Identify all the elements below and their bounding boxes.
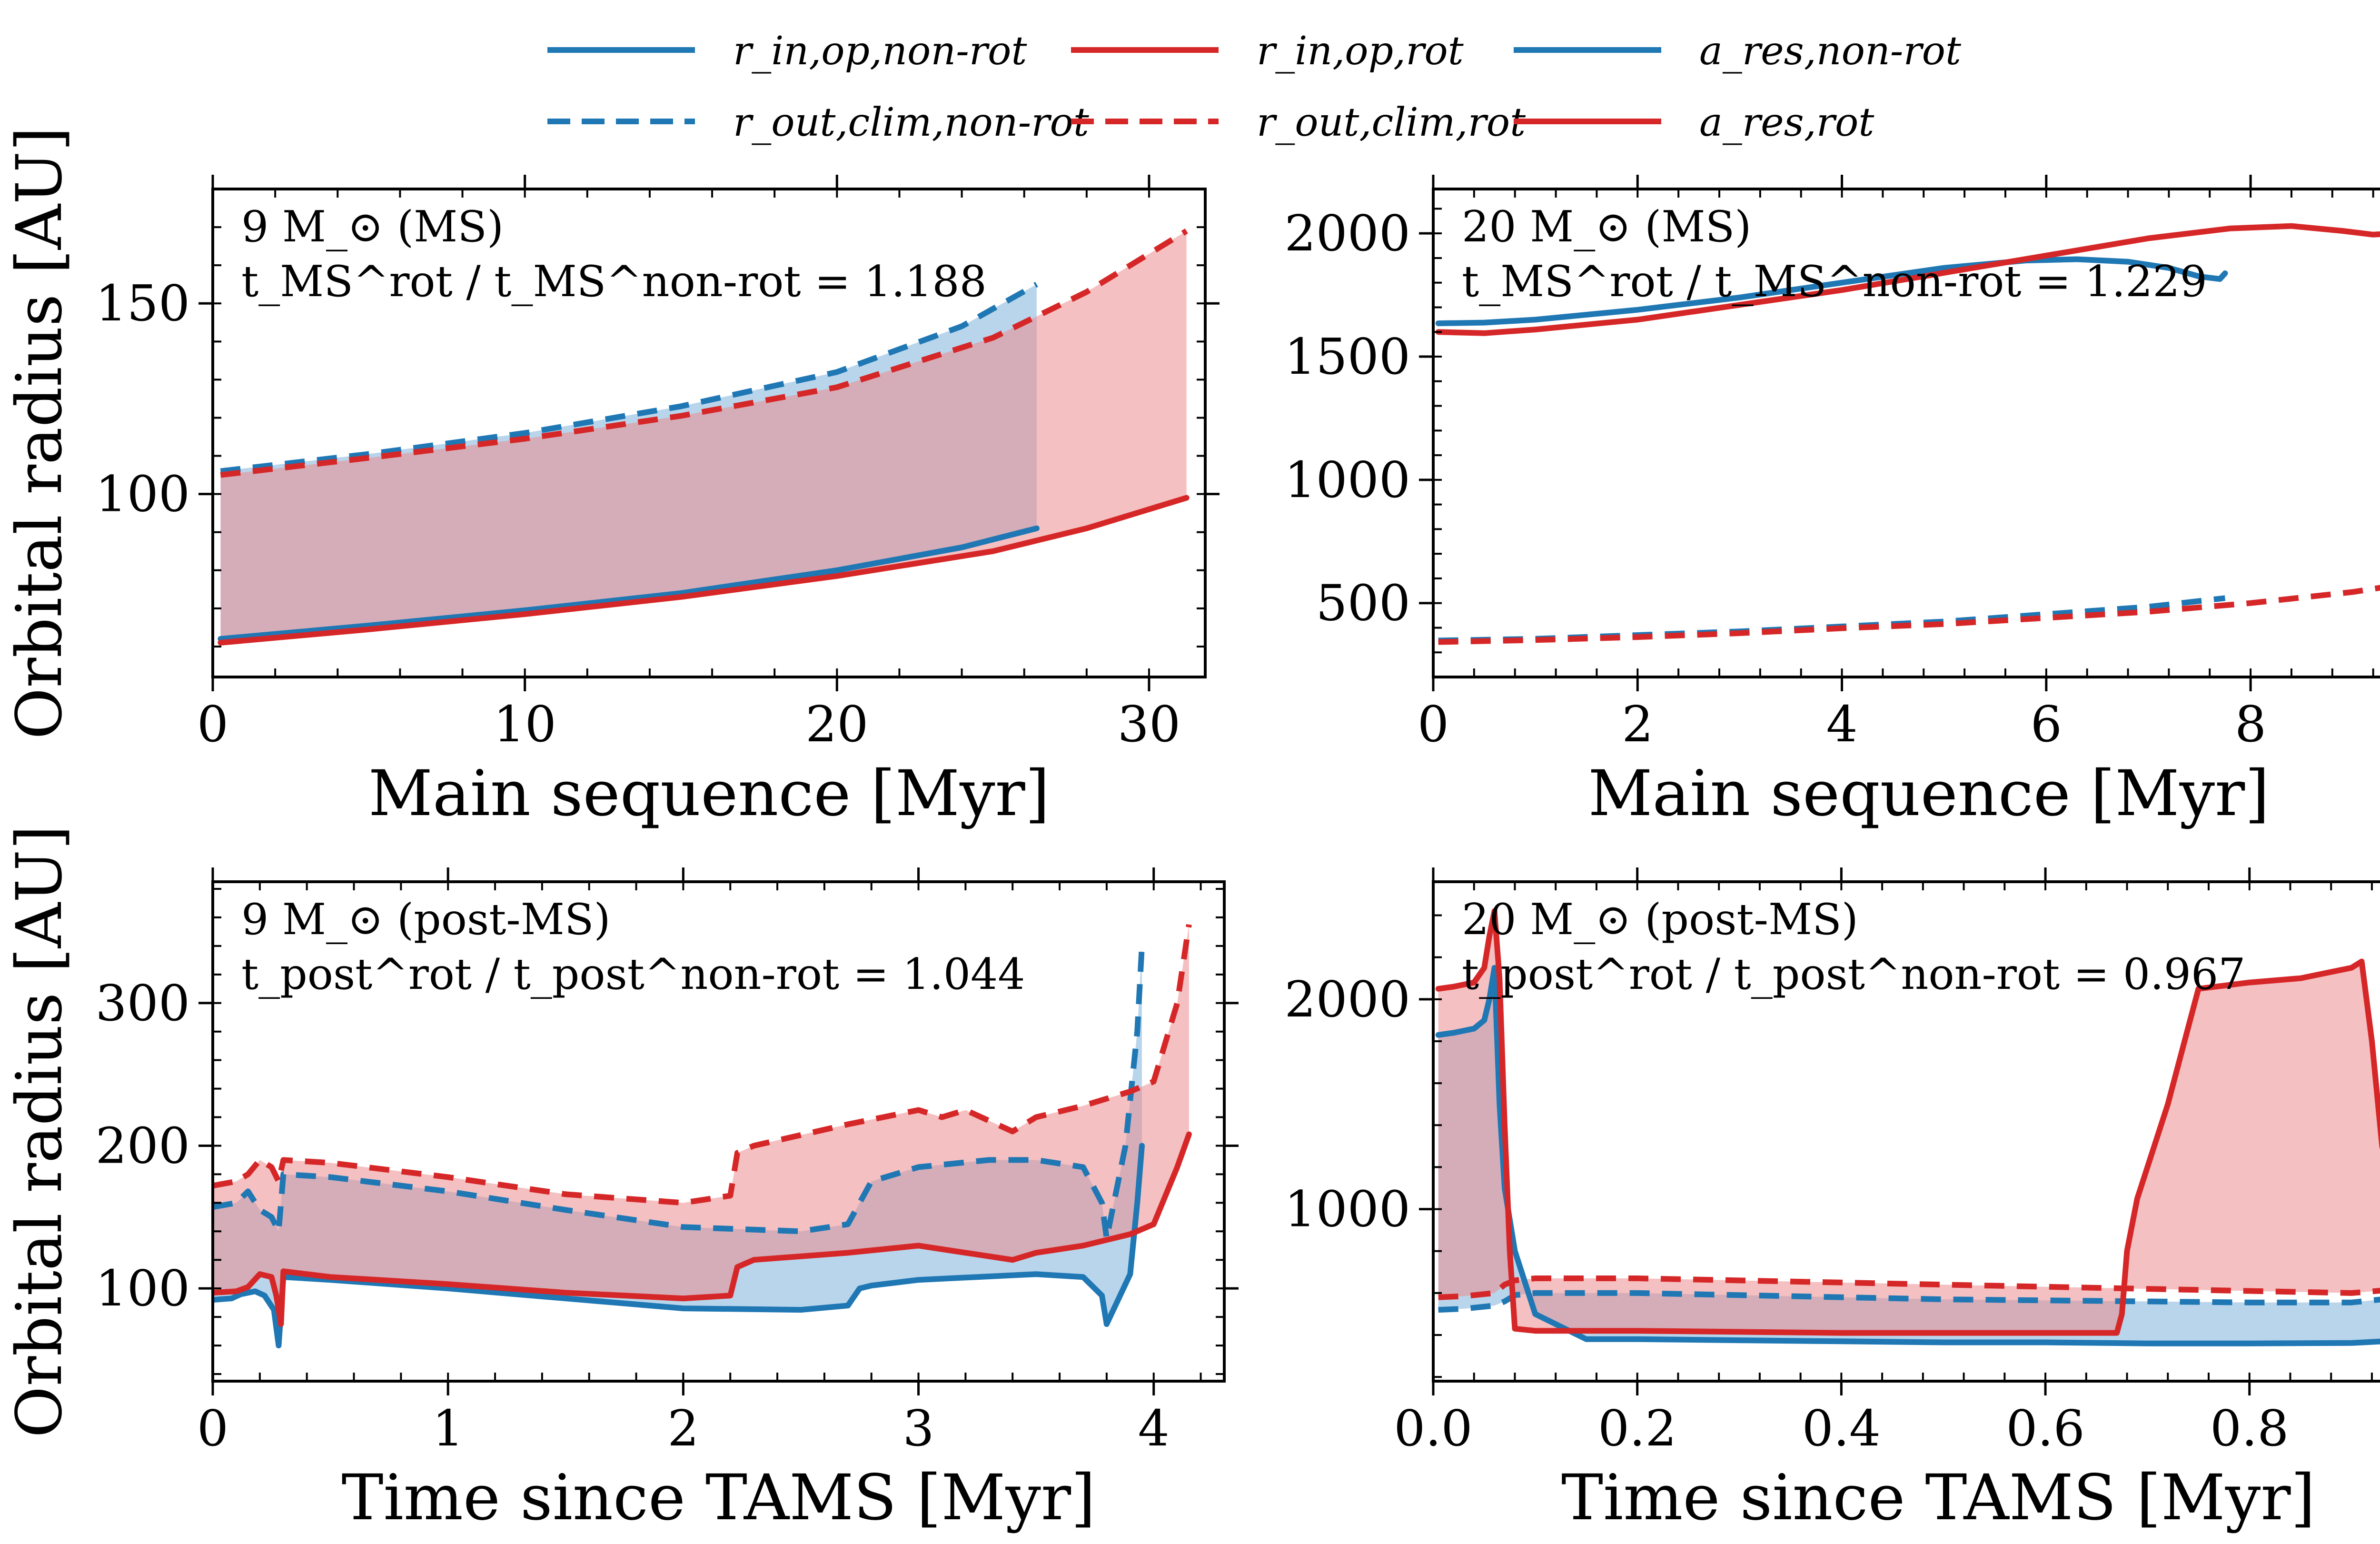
y-tick-label: 1000 bbox=[1284, 1180, 1410, 1238]
series-line-0 bbox=[1435, 965, 2380, 1346]
x-tick-label: 0.2 bbox=[1598, 1399, 1676, 1457]
y-tick-label: 500 bbox=[1316, 574, 1410, 632]
plot-area bbox=[218, 228, 1190, 646]
panel-title: 20 M_⊙ (MS) bbox=[1462, 202, 1751, 252]
x-tick-label: 4 bbox=[1826, 695, 1857, 753]
series-line-0 bbox=[213, 1143, 1145, 1349]
x-tick-label: 0.4 bbox=[1802, 1399, 1881, 1457]
y-axis-label: Orbital radius [AU] bbox=[3, 127, 76, 739]
x-axis-label: Main sequence [Myr] bbox=[368, 757, 1050, 830]
series-line-3 bbox=[1438, 585, 2380, 645]
x-tick-label: 2 bbox=[667, 1399, 699, 1457]
x-tick-label: 3 bbox=[902, 1399, 934, 1457]
series-line-3 bbox=[1438, 1275, 2380, 1300]
y-tick-label: 150 bbox=[95, 274, 190, 332]
y-tick-label: 2000 bbox=[1284, 970, 1410, 1028]
legend-label-1: r_out,clim,non-rot bbox=[733, 100, 1090, 145]
panel-annotation: t_post^rot / t_post^non-rot = 0.967 bbox=[1462, 949, 2246, 999]
x-tick-label: 30 bbox=[1118, 695, 1180, 753]
x-tick-label: 4 bbox=[1138, 1399, 1170, 1457]
panel-20msun-ms: 0 2 4 6 8 500 1000 1500 2000 Main sequence [Myr] 2… bbox=[1284, 175, 2380, 830]
fill-region-2 bbox=[213, 924, 1189, 1325]
legend-label-0: r_in,op,non-rot bbox=[733, 29, 1027, 74]
series-line-2 bbox=[1435, 908, 2380, 1336]
legend-label-3: r_out,clim,rot bbox=[1257, 100, 1526, 145]
plot-area bbox=[1435, 223, 2380, 645]
plot-area bbox=[1435, 908, 2380, 1346]
x-tick-label: 20 bbox=[805, 695, 868, 753]
series-line-2 bbox=[1438, 595, 2226, 644]
panel-title: 20 M_⊙ (post-MS) bbox=[1462, 895, 1858, 945]
series-line-1 bbox=[220, 281, 1038, 474]
panel-20msun-post-ms: 0.0 0.2 0.4 0.6 0.8 1000 2000 Time since TAMS [… bbox=[1284, 867, 2380, 1534]
y-tick-label: 100 bbox=[95, 1259, 190, 1317]
panel-title: 9 M_⊙ (post-MS) bbox=[241, 895, 611, 945]
panel-9msun-post-ms: 0 1 2 3 4 100 200 300 Time since TAMS [Myr] Orbit… bbox=[3, 825, 1239, 1534]
x-tick-label: 1 bbox=[432, 1399, 464, 1457]
axes-frame bbox=[211, 880, 1226, 1383]
y-tick-label: 2000 bbox=[1284, 204, 1410, 262]
x-axis-label: Time since TAMS [Myr] bbox=[342, 1461, 1096, 1534]
x-tick-label: 0.6 bbox=[2006, 1399, 2084, 1457]
x-axis-label: Main sequence [Myr] bbox=[1588, 757, 2269, 830]
legend: r_in,op,non-rot r_out,clim,non-rot r_in,op… bbox=[547, 29, 1962, 145]
panel-annotation: t_MS^rot / t_MS^non-rot = 1.188 bbox=[241, 257, 987, 307]
x-tick-label: 0.0 bbox=[1394, 1399, 1472, 1457]
series-line-2 bbox=[213, 1131, 1192, 1327]
panel-9msun-ms: 0 10 20 30 100 150 Main sequence [Myr] Orbital … bbox=[3, 127, 1220, 830]
axes-frame bbox=[1432, 880, 2380, 1383]
panel-title: 9 M_⊙ (MS) bbox=[241, 202, 504, 252]
series-line-1 bbox=[1435, 223, 2380, 336]
y-tick-label: 300 bbox=[95, 974, 190, 1032]
x-tick-label: 2 bbox=[1622, 695, 1653, 753]
x-tick-label: 10 bbox=[493, 695, 556, 753]
series-line-1 bbox=[213, 946, 1145, 1242]
series-line-3 bbox=[213, 924, 1192, 1206]
plot-area bbox=[213, 924, 1192, 1349]
x-tick-label: 0.8 bbox=[2210, 1399, 2289, 1457]
x-tick-label: 0 bbox=[197, 695, 228, 753]
y-tick-label: 100 bbox=[95, 465, 190, 523]
y-tick-label: 200 bbox=[95, 1116, 190, 1175]
x-axis-label: Time since TAMS [Myr] bbox=[1561, 1461, 2315, 1534]
series-line-0 bbox=[218, 525, 1040, 642]
y-axis-label: Orbital radius [AU] bbox=[3, 825, 76, 1438]
series-line-2 bbox=[218, 495, 1190, 646]
x-tick-label: 0 bbox=[1418, 695, 1449, 753]
legend-label-4: a_res,non-rot bbox=[1699, 29, 1962, 74]
legend-label-5: a_res,rot bbox=[1699, 100, 1874, 145]
panel-annotation: t_MS^rot / t_MS^non-rot = 1.229 bbox=[1462, 257, 2207, 307]
panel-annotation: t_post^rot / t_post^non-rot = 1.044 bbox=[241, 949, 1025, 999]
x-tick-label: 0 bbox=[197, 1399, 228, 1457]
fill-region-0 bbox=[1438, 967, 2380, 1344]
series-line-3 bbox=[220, 228, 1188, 478]
x-tick-label: 8 bbox=[2235, 695, 2266, 753]
fill-region-2 bbox=[220, 231, 1187, 643]
legend-label-2: r_in,op,rot bbox=[1257, 29, 1464, 74]
y-tick-label: 1000 bbox=[1284, 451, 1410, 509]
x-tick-label: 6 bbox=[2031, 695, 2062, 753]
fill-region-2 bbox=[1438, 911, 2380, 1333]
axes-frame bbox=[211, 188, 1207, 678]
y-tick-label: 1500 bbox=[1284, 328, 1410, 386]
axes-frame bbox=[1432, 188, 2380, 678]
